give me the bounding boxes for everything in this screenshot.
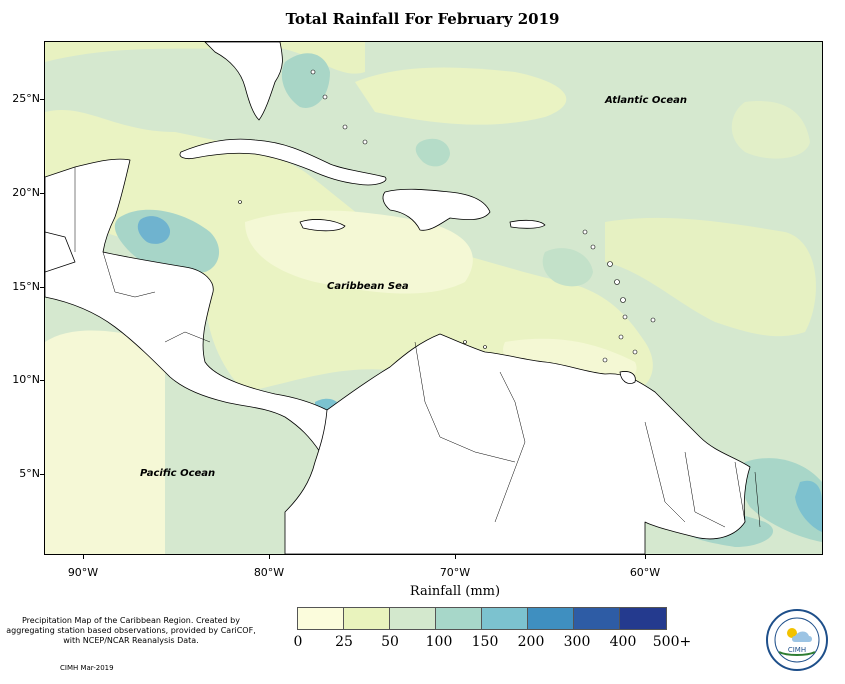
cimh-logo: CIMH [765, 608, 829, 672]
lon-tick [83, 554, 84, 559]
legend-bin-label: 150 [471, 634, 499, 650]
island [342, 124, 348, 130]
legend-swatch [528, 608, 574, 629]
island [310, 69, 316, 75]
lon-label: 90°W [67, 566, 99, 579]
legend-bin-label: 300 [563, 634, 591, 650]
island [650, 317, 656, 323]
island [618, 334, 624, 340]
rainfall-zone-pacific [45, 330, 165, 554]
lat-label: 15°N [12, 280, 40, 293]
lat-label: 5°N [19, 467, 40, 480]
legend-swatch [298, 608, 344, 629]
island [582, 229, 588, 235]
map-description: Precipitation Map of the Caribbean Regio… [6, 616, 256, 645]
legend-swatch [390, 608, 436, 629]
rainfall-zone-bahamas [281, 53, 330, 108]
legend-bin-label: 500+ [652, 634, 692, 650]
legend-swatch [482, 608, 528, 629]
legend-labels: 0 25 50 100 150 200 300 400 500+ [0, 634, 845, 654]
border-line [644, 421, 686, 523]
land-cuba [179, 138, 387, 186]
island [463, 340, 467, 344]
land-central-america [45, 158, 332, 453]
legend-swatch [344, 608, 390, 629]
island [590, 244, 596, 250]
rainfall-zone-east-carib [542, 248, 593, 287]
lon-tick [269, 554, 270, 559]
lat-tick [40, 99, 44, 100]
lon-tick [645, 554, 646, 559]
rainfall-zone-east [605, 217, 816, 337]
atlantic-ocean-label: Atlantic Ocean [605, 95, 687, 106]
rainfall-zone-ne [731, 101, 810, 159]
logo-text: CIMH [788, 646, 806, 654]
border-line [164, 331, 211, 343]
land-florida [204, 42, 283, 121]
legend-swatch [436, 608, 482, 629]
legend-bin-label: 25 [335, 634, 353, 650]
rainfall-legend [297, 607, 667, 630]
land-mexico [45, 231, 76, 273]
rainfall-zone-north [355, 67, 567, 125]
legend-bin-label: 0 [293, 634, 303, 650]
island [322, 94, 328, 100]
lat-tick [40, 474, 44, 475]
lat-label: 10°N [12, 373, 40, 386]
island [614, 279, 620, 285]
island [620, 297, 626, 303]
lon-label: 80°W [253, 566, 285, 579]
legend-bin-label: 200 [517, 634, 545, 650]
border-line [494, 371, 526, 523]
rainfall-zone-0-25 [245, 210, 473, 294]
rainfall-zone-suriname [795, 480, 822, 532]
legend-bin-label: 400 [609, 634, 637, 650]
lat-label: 25°N [12, 92, 40, 105]
pacific-ocean-label: Pacific Ocean [140, 468, 216, 479]
caribbean-sea-label: Caribbean Sea [327, 281, 409, 292]
lat-tick [40, 193, 44, 194]
border-line [684, 451, 726, 528]
land-puerto-rico [509, 219, 546, 229]
land-south-america [284, 333, 751, 554]
border-line [414, 341, 516, 463]
lat-tick [40, 380, 44, 381]
island [607, 261, 613, 267]
lat-tick [40, 287, 44, 288]
land-jamaica [299, 219, 346, 232]
island [622, 314, 628, 320]
lon-label: 60°W [629, 566, 661, 579]
lon-label: 70°W [439, 566, 471, 579]
map-frame: Atlantic Ocean Caribbean Sea Pacific Oce… [44, 41, 823, 555]
island [362, 139, 368, 145]
legend-bin-label: 100 [425, 634, 453, 650]
rainfall-zone-guianas [740, 458, 822, 542]
lat-label: 20°N [12, 186, 40, 199]
land-trinidad [619, 371, 636, 384]
rainfall-map [45, 42, 822, 554]
lon-tick [455, 554, 456, 559]
island [238, 200, 242, 204]
land-hispaniola [382, 188, 491, 231]
island [602, 357, 608, 363]
map-credit: CIMH Mar-2019 [60, 664, 114, 672]
rainfall-zone-25-50 [45, 42, 365, 74]
legend-bin-label: 50 [381, 634, 399, 650]
rainfall-zone-hispaniola-north [415, 138, 450, 167]
sun-icon [787, 628, 797, 638]
rainfall-zone-peak-150-200 [137, 216, 171, 244]
map-title: Total Rainfall For February 2019 [285, 10, 560, 28]
island [632, 349, 638, 355]
border-line [734, 461, 746, 523]
legend-title: Rainfall (mm) [409, 584, 501, 599]
border-line [102, 251, 156, 298]
legend-swatch [574, 608, 620, 629]
island [483, 345, 487, 349]
border-line [754, 471, 761, 528]
legend-swatch [620, 608, 666, 629]
